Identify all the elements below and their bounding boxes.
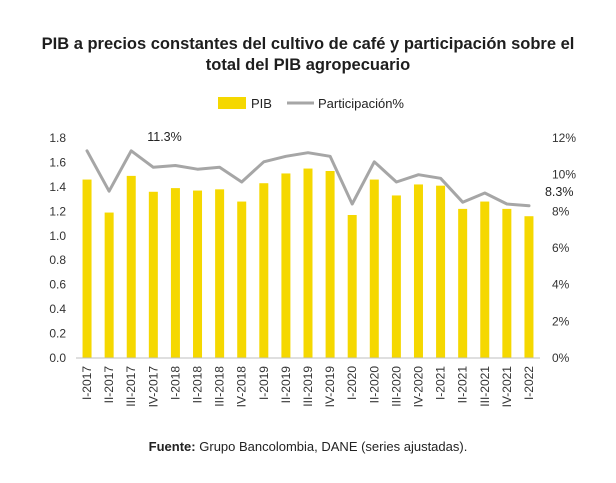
pib-bar [369,179,379,358]
x-tick-label: II-2019 [279,366,293,404]
y-right-tick-label: 8% [552,204,570,218]
chart-title: PIB a precios constantes del cultivo de … [0,34,616,76]
legend-label-participacion: Participación% [318,96,404,111]
pib-bar [325,171,335,358]
pib-bar [82,179,92,358]
x-tick-label: I-2022 [522,366,536,400]
x-tick-label: III-2018 [213,366,227,407]
y-right-tick-label: 0% [552,351,570,365]
data-label: 11.3% [147,130,182,144]
y-left-tick-label: 0.2 [49,327,66,341]
x-tick-label: III-2021 [478,366,492,407]
y-right-tick-label: 4% [552,278,570,292]
y-left-tick-label: 0.0 [49,351,66,365]
pib-bar [215,189,225,358]
source-label: Fuente: [148,439,196,454]
pib-bar [193,190,203,358]
pib-bar [259,183,269,358]
pib-bar [524,216,534,358]
participacion-line [85,149,531,208]
data-label: 8.3% [545,185,574,199]
x-tick-label: I-2021 [434,366,448,400]
y-left-tick-label: 0.4 [49,302,66,316]
x-tick-label: I-2020 [345,366,359,400]
x-tick-label: IV-2019 [323,366,337,408]
pib-bar [458,208,468,358]
source-text: Grupo Bancolombia, DANE (series ajustada… [199,439,468,454]
pib-bar [281,173,291,358]
x-tick-label: I-2019 [257,366,271,400]
pib-bar [104,212,114,358]
pib-bar [170,188,180,358]
pib-bar [436,185,446,358]
pib-bar [303,168,313,358]
x-tick-label: II-2017 [102,366,116,404]
pib-bar [480,201,490,358]
x-tick-label: III-2019 [301,366,315,407]
x-tick-label: IV-2017 [146,366,160,408]
legend-label-pib: PIB [251,96,272,111]
legend-swatch-pib [218,97,246,109]
y-left-tick-label: 1.2 [49,204,66,218]
x-tick-label: I-2017 [80,366,94,400]
x-tick-label: III-2017 [124,366,138,407]
x-tick-label: II-2020 [367,366,381,404]
source-note: Fuente: Grupo Bancolombia, DANE (series … [0,439,616,454]
pib-bar [413,184,423,358]
pib-bar [347,215,357,358]
y-left-tick-label: 1.0 [49,229,66,243]
chart-title-line2: total del PIB agropecuario [205,56,411,74]
y-left-tick-label: 0.8 [49,253,66,267]
pib-bar [502,208,512,358]
y-left-tick-label: 0.6 [49,278,66,292]
x-tick-label: II-2018 [191,366,205,404]
pib-bar [391,195,401,358]
y-left-tick-label: 1.4 [49,180,66,194]
y-right-tick-label: 12% [552,131,576,145]
pib-bar [148,191,158,358]
x-tick-label: II-2021 [456,366,470,404]
x-tick-label: III-2020 [389,366,403,407]
x-tick-label: IV-2018 [235,366,249,408]
chart-title-line1: PIB a precios constantes del cultivo de … [41,35,575,53]
y-left-tick-label: 1.8 [49,131,66,145]
pib-bar [237,201,247,358]
y-right-tick-label: 2% [552,314,570,328]
y-right-tick-label: 6% [552,241,570,255]
y-left-tick-label: 1.6 [49,155,66,169]
x-tick-label: IV-2020 [411,366,425,408]
pib-bar [126,175,136,358]
x-tick-label: IV-2021 [500,366,514,408]
y-right-tick-label: 10% [552,168,576,182]
x-tick-label: I-2018 [168,366,182,400]
